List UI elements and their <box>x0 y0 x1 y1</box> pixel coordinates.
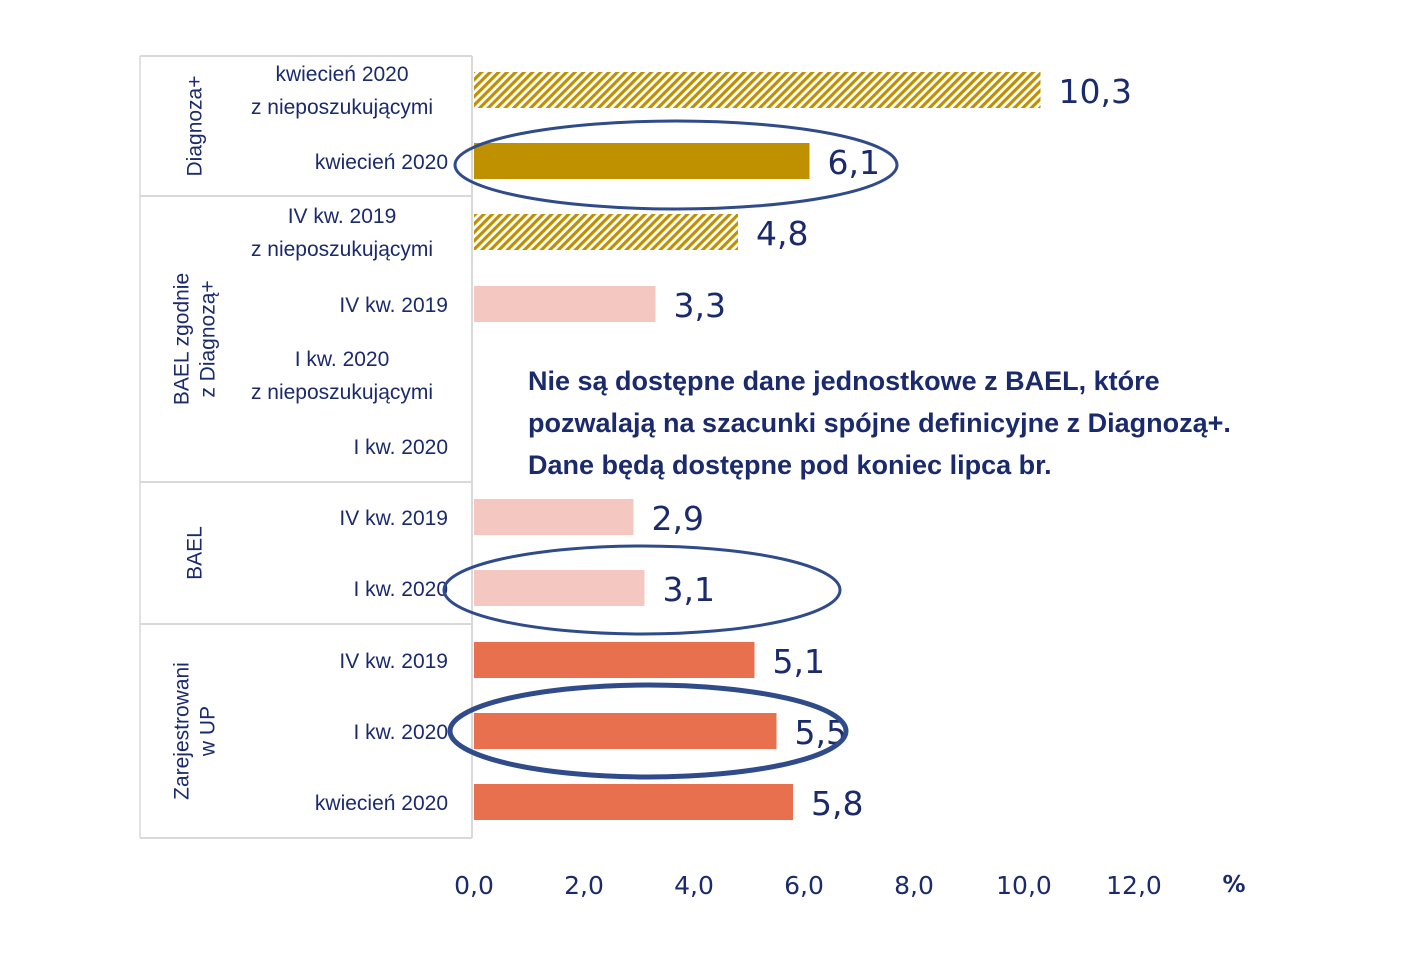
x-axis: 0,0 2,0 4,0 6,0 8,0 10,0 12,0% <box>454 871 1245 900</box>
group-label: BAEL <box>184 526 207 580</box>
value-label: 5,8 <box>811 784 863 823</box>
x-tick-label: 8,0 <box>894 871 934 900</box>
category-label: kwiecień 2020 <box>315 792 448 815</box>
x-tick-label: 2,0 <box>564 871 604 900</box>
category-label: IV kw. 2019 <box>339 294 448 317</box>
bars <box>474 72 1041 820</box>
bar <box>474 642 755 678</box>
group-label: Diagnoza+ <box>184 76 207 177</box>
bar <box>474 143 810 179</box>
bar <box>474 286 656 322</box>
data-availability-note: Nie są dostępne dane jednostkowe z BAEL,… <box>528 366 1231 480</box>
bar <box>474 72 1041 108</box>
group-label: BAEL zgodnie <box>171 273 194 405</box>
group-label: Zarejestrowani <box>171 662 194 800</box>
bar <box>474 214 738 250</box>
highlight-ellipses <box>442 119 899 780</box>
bar <box>474 713 777 749</box>
category-label: IV kw. 2019 <box>339 650 448 673</box>
x-tick-label: 10,0 <box>996 871 1052 900</box>
x-tick-label: 6,0 <box>784 871 824 900</box>
category-label: I kw. 2020 <box>353 436 448 459</box>
category-label: I kw. 2020 <box>353 578 448 601</box>
category-label: I kw. 2020 <box>353 721 448 744</box>
value-label: 2,9 <box>652 499 704 538</box>
value-label: 4,8 <box>756 214 808 253</box>
x-tick-label: 4,0 <box>674 871 714 900</box>
x-axis-unit-label: % <box>1222 872 1245 898</box>
highlight-ellipse <box>442 544 842 636</box>
category-label: z nieposzukującymi <box>251 238 433 261</box>
group-label: w UP <box>197 706 220 757</box>
category-label: z nieposzukującymi <box>251 381 433 404</box>
category-label: kwiecień 2020 <box>275 63 408 86</box>
bar <box>474 499 634 535</box>
value-labels: 10,36,14,83,32,93,15,15,55,8 <box>652 72 1132 823</box>
category-label: I kw. 2020 <box>295 348 390 371</box>
bar <box>474 784 793 820</box>
value-label: 3,3 <box>674 286 726 325</box>
value-label: 6,1 <box>828 143 880 182</box>
value-label: 10,3 <box>1059 72 1132 111</box>
category-label: z nieposzukującymi <box>251 96 433 119</box>
group-label: z Diagnozą+ <box>197 280 220 397</box>
category-labels: Diagnoza+ BAEL zgodnie z Diagnozą+ BAEL Zare… <box>171 63 448 815</box>
highlight-ellipse <box>453 119 899 211</box>
category-label: IV kw. 2019 <box>288 205 397 228</box>
x-tick-label: 0,0 <box>454 871 494 900</box>
bar <box>474 570 645 606</box>
category-label: IV kw. 2019 <box>339 507 448 530</box>
x-tick-label: 12,0 <box>1106 871 1162 900</box>
category-label: kwiecień 2020 <box>315 151 448 174</box>
value-label: 5,1 <box>773 642 825 681</box>
value-label: 3,1 <box>663 570 715 609</box>
highlight-ellipse <box>447 682 849 780</box>
